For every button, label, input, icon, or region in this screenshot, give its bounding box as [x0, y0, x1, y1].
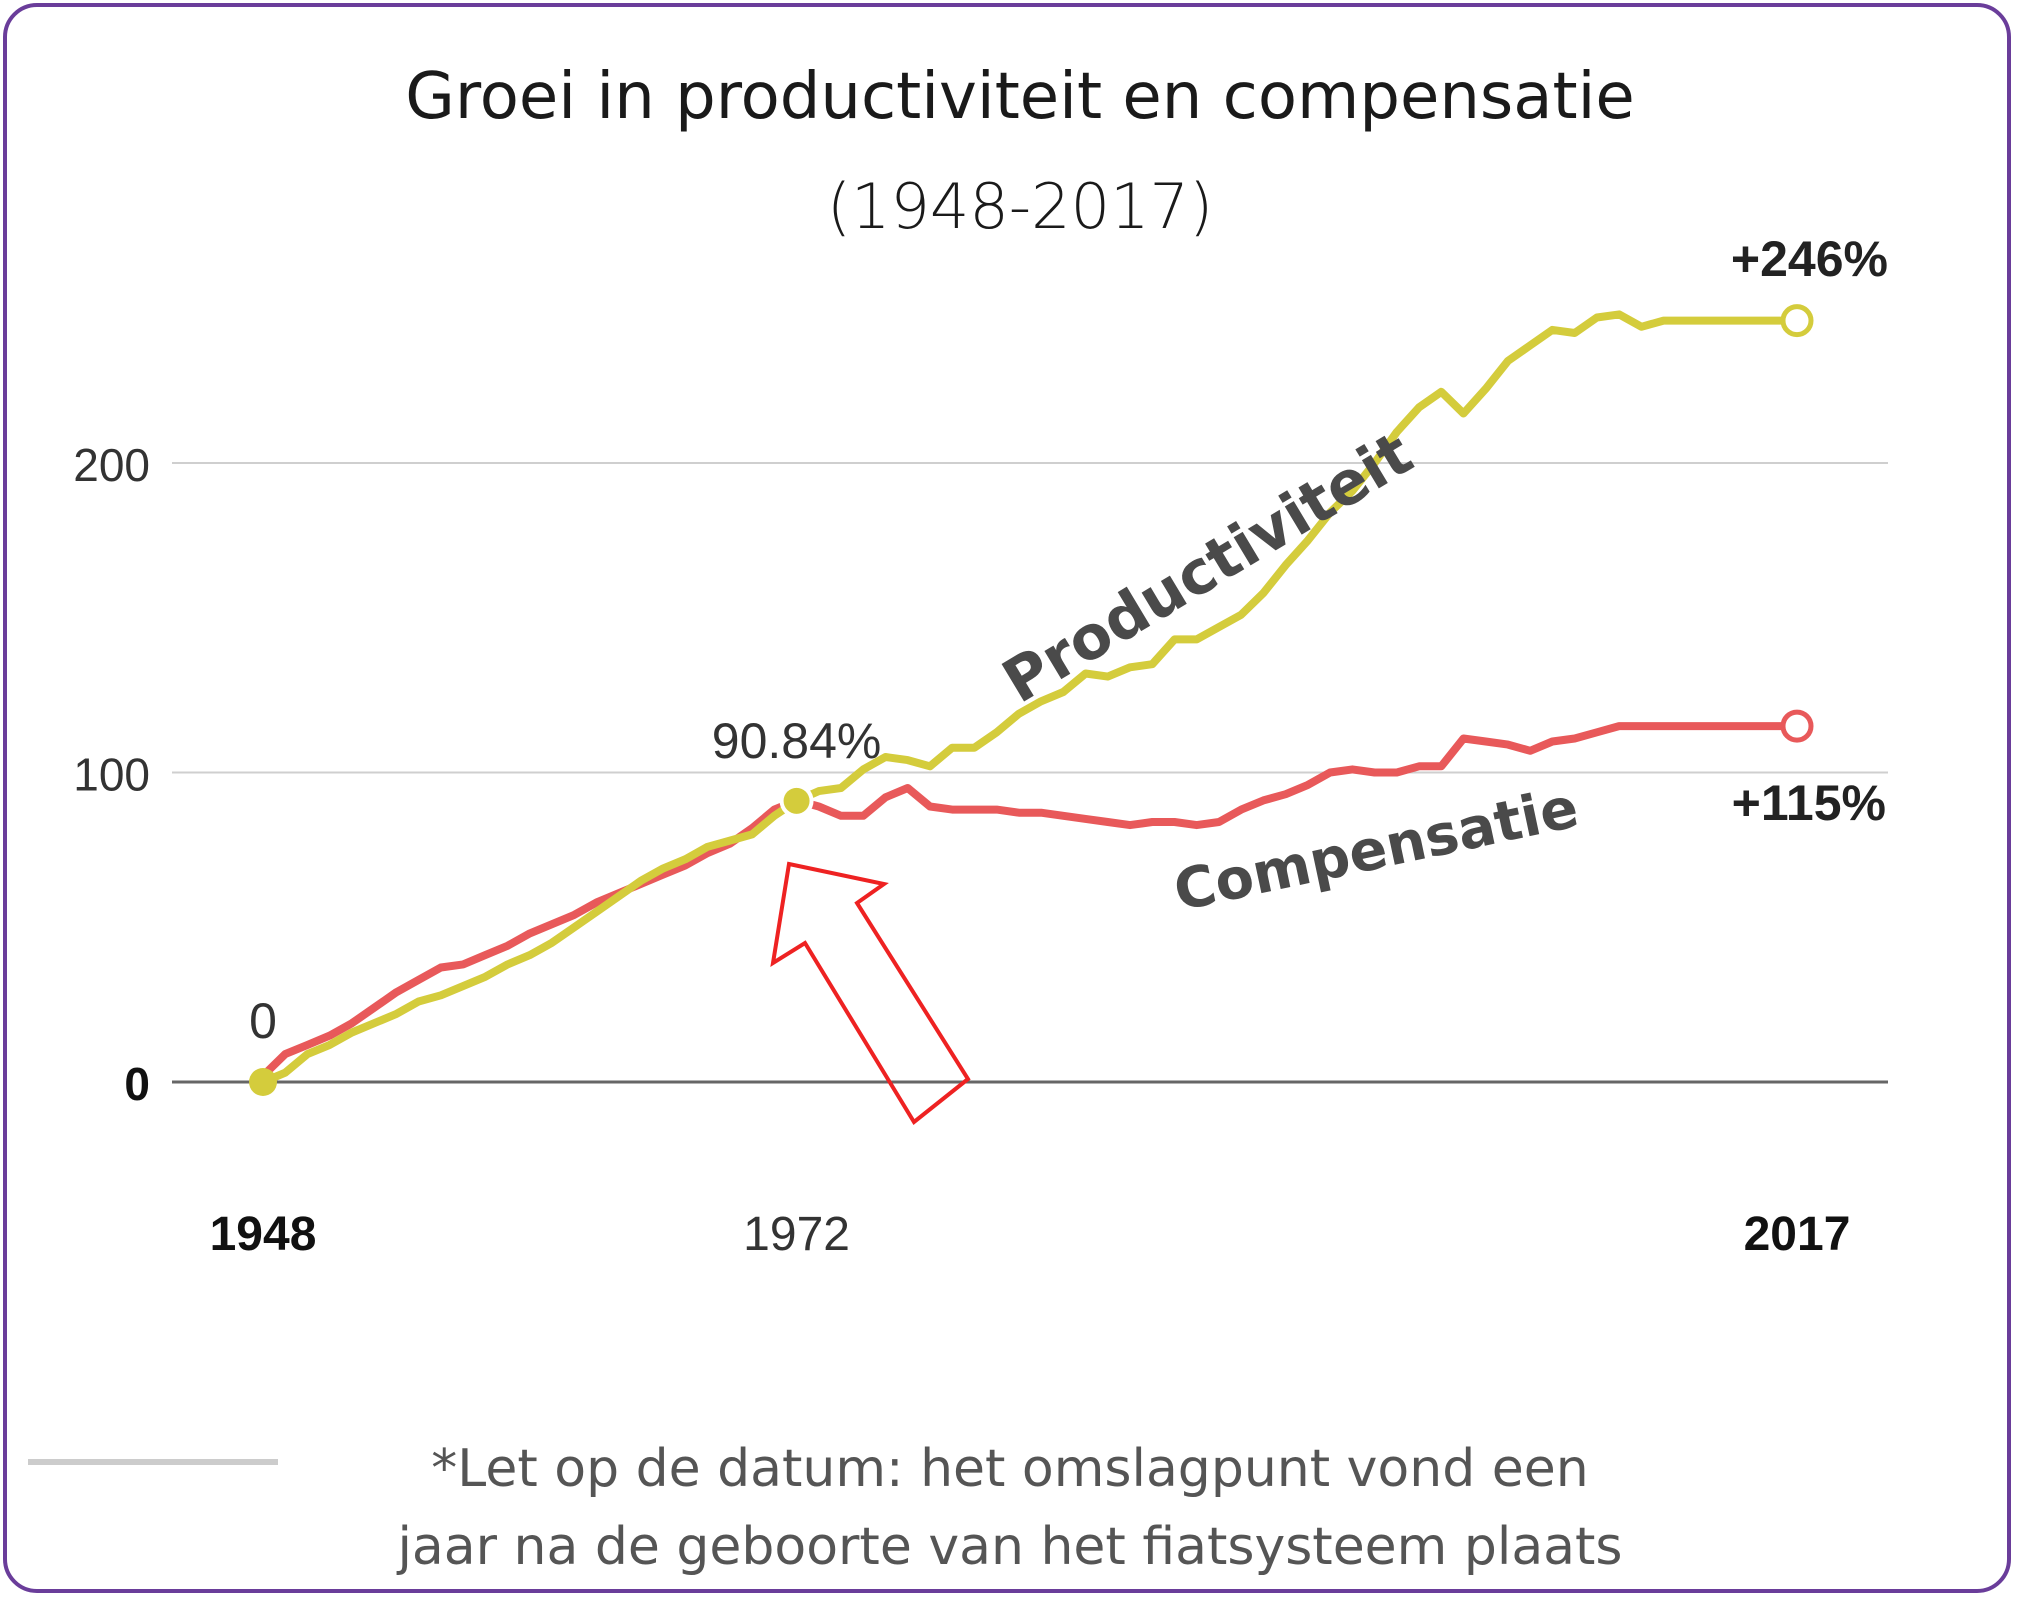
arrow-icon — [770, 861, 971, 1125]
series-line-productiviteit — [259, 310, 1801, 1086]
end-label-compensatie: +115% — [1732, 775, 1886, 831]
turning-point-marker — [783, 787, 810, 814]
y-tick-label-0: 0 — [124, 1058, 150, 1110]
chart-subtitle: (1948-2017) — [826, 170, 1214, 243]
turning-point-label: 90.84% — [712, 713, 882, 769]
chart-title: Groei in productiviteit en compensatie — [405, 60, 1635, 134]
series-label-compensatie: Compensatie — [1168, 775, 1583, 924]
end-marker-compensatie — [1780, 709, 1814, 743]
x-tick-label-1972: 1972 — [743, 1208, 850, 1261]
footnote: *Let op de datum: het omslagpunt vond ee… — [190, 1430, 1830, 1586]
chart-frame — [3, 3, 2011, 1593]
footnote-line-2: jaar na de geboorte van het fiatsysteem … — [397, 1517, 1623, 1577]
start-point-marker — [249, 1068, 277, 1096]
x-tick-label-1948: 1948 — [210, 1208, 317, 1261]
end-label-productiviteit: +246% — [1731, 231, 1888, 287]
end-marker-productiviteit — [1780, 304, 1814, 338]
start-point-label: 0 — [249, 993, 277, 1049]
y-tick-label-100: 100 — [73, 749, 150, 801]
footnote-line-1: *Let op de datum: het omslagpunt vond ee… — [431, 1439, 1589, 1499]
x-tick-label-2017: 2017 — [1744, 1208, 1851, 1261]
y-tick-label-200: 200 — [73, 439, 150, 491]
footnote-divider — [28, 1459, 278, 1465]
series-line-compensatie — [259, 722, 1801, 1080]
